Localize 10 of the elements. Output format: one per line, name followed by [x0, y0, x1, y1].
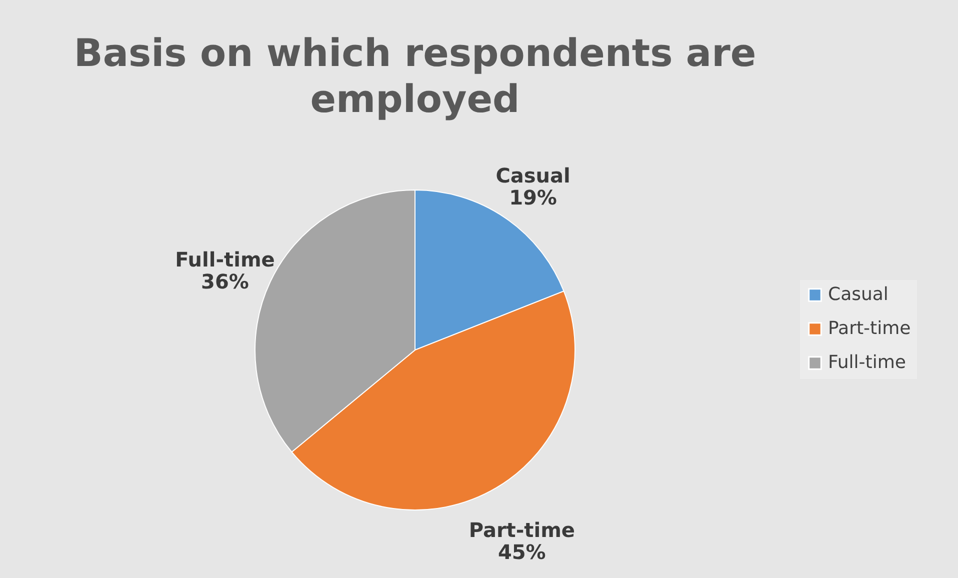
slice-label: Part-time	[468, 518, 575, 542]
legend-label: Full-time	[828, 352, 906, 373]
data-label: 45%	[498, 540, 546, 564]
slice-label: Full-time	[175, 248, 275, 272]
legend-label: Part-time	[828, 318, 911, 339]
legend-label: Casual	[828, 284, 888, 305]
chart-title: Basis on which respondents are employed	[74, 31, 756, 121]
data-label: 19%	[509, 185, 557, 210]
slice-label: Casual	[496, 163, 570, 188]
data-label: 36%	[201, 270, 249, 294]
